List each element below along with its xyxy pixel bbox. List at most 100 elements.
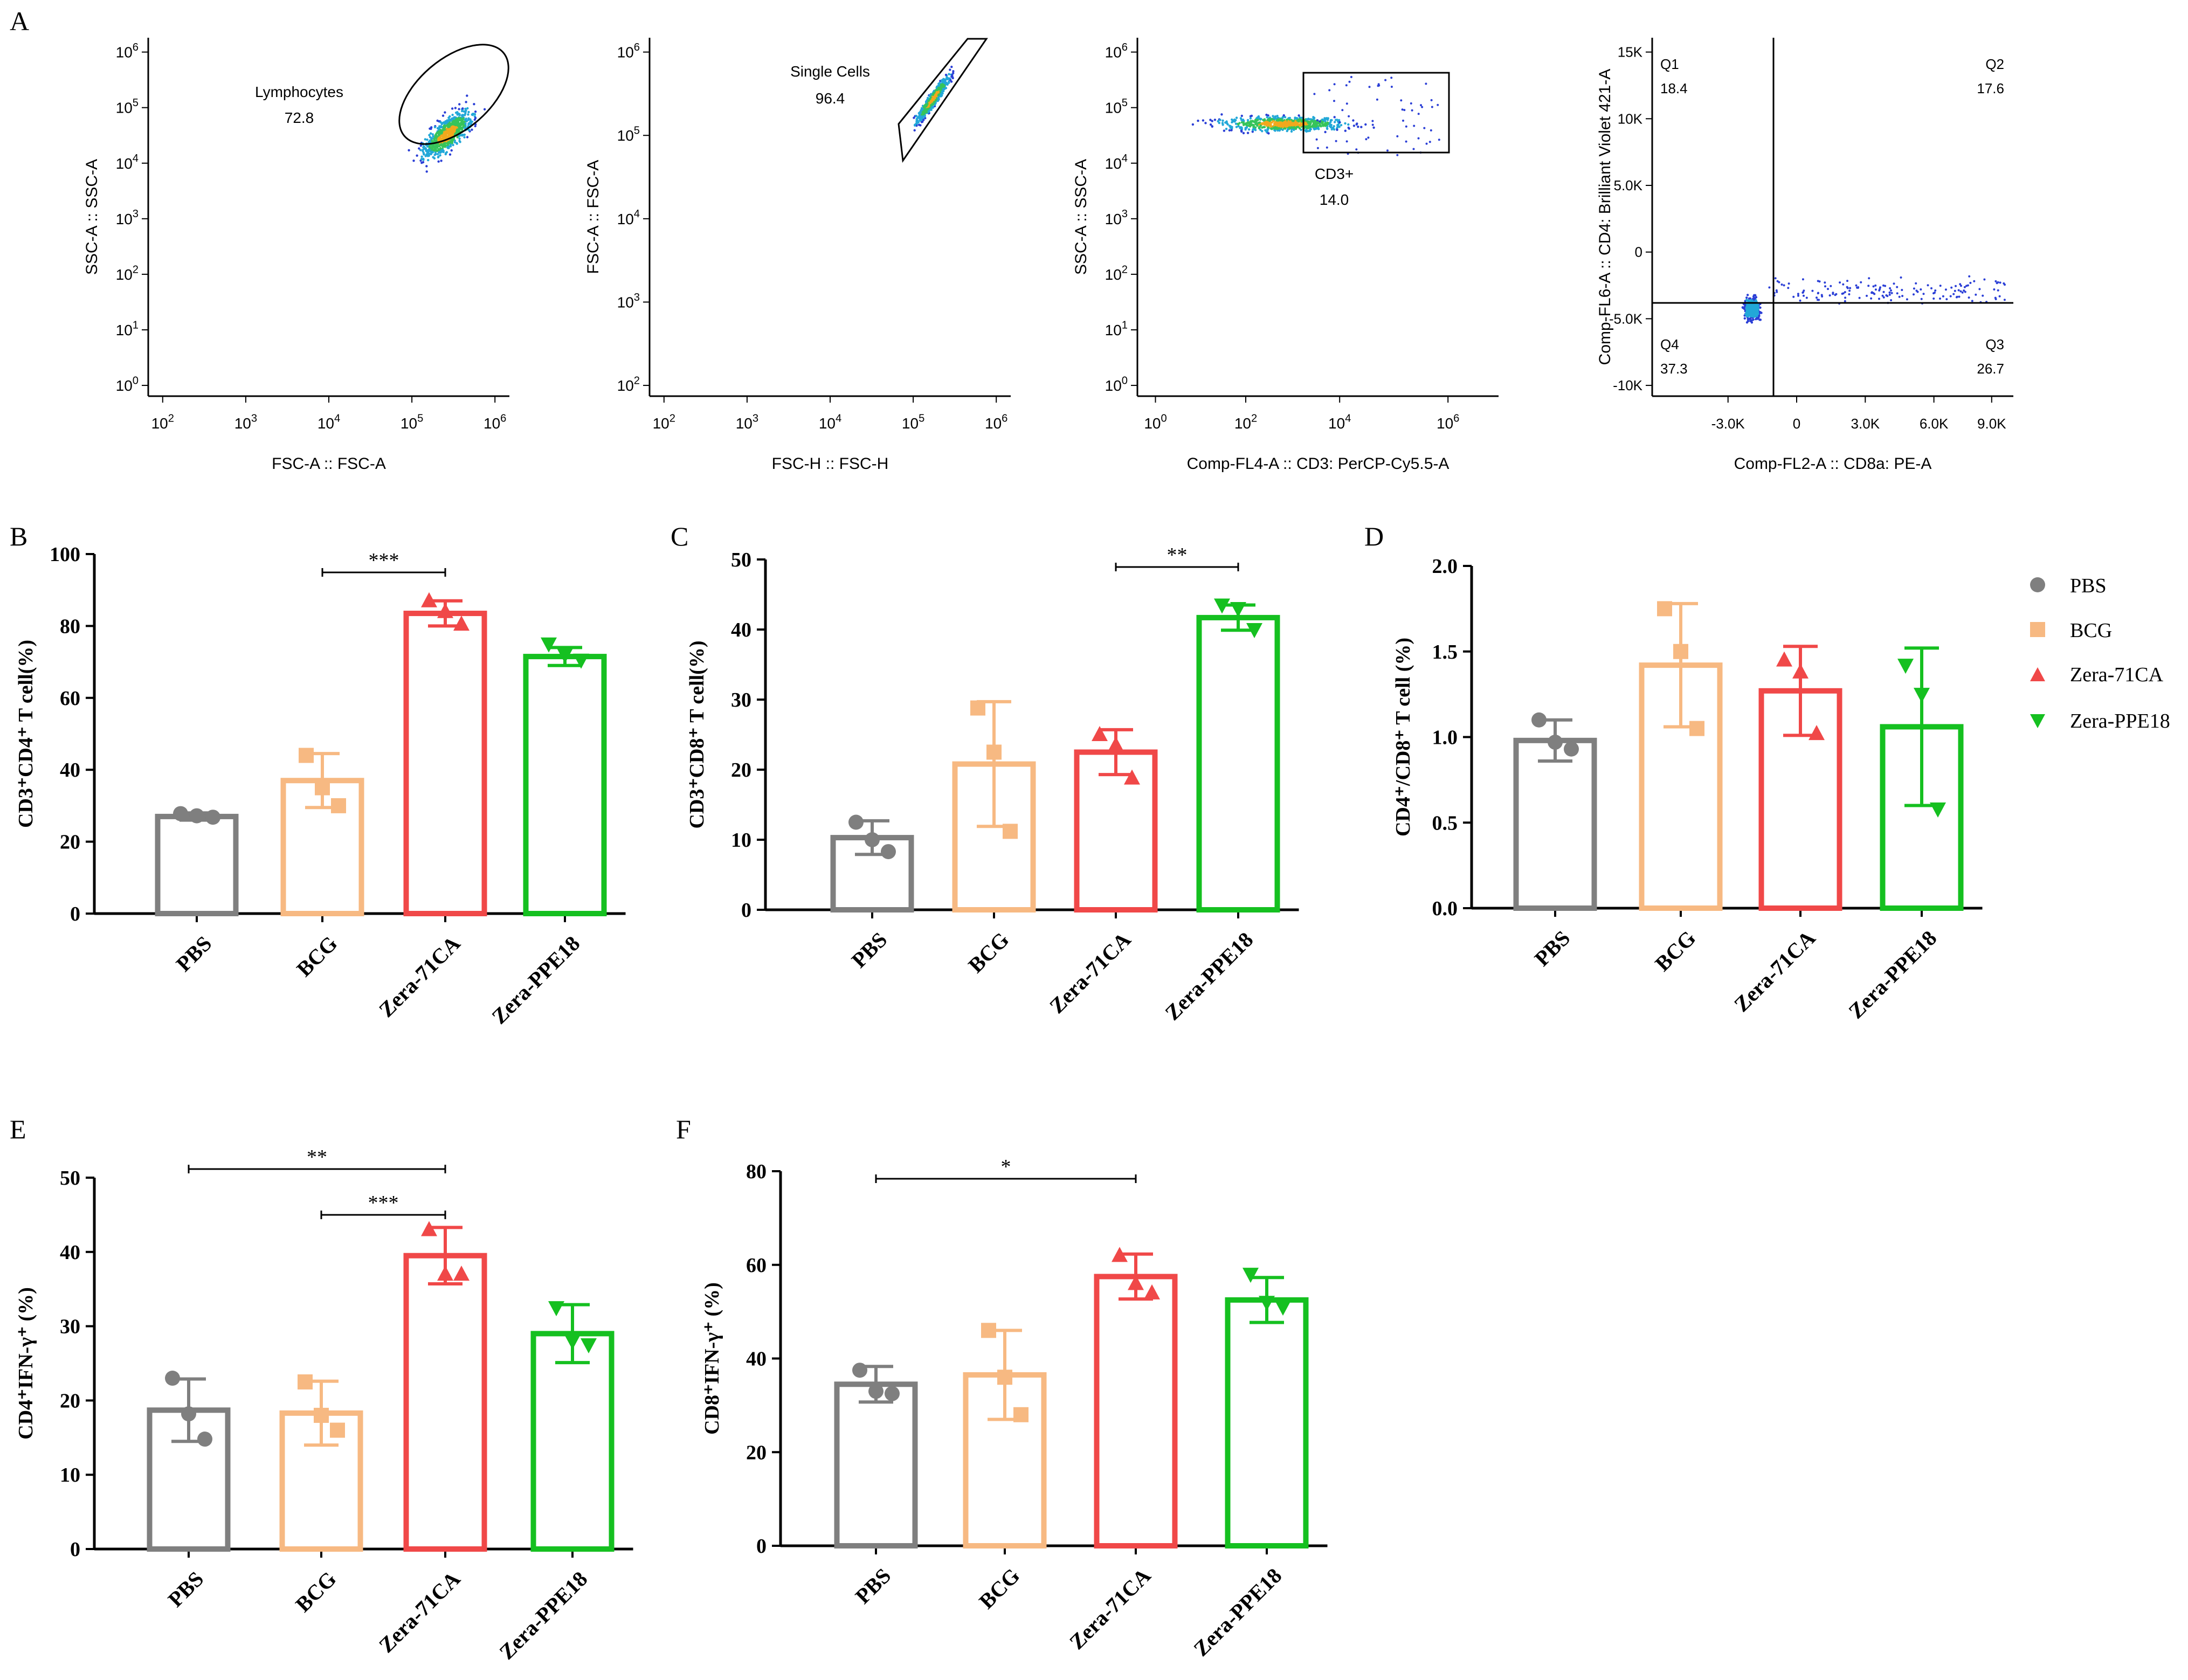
flow-y-tick-label: 106 — [617, 42, 640, 61]
x-tick-label-zera-71ca: Zera-71CA — [1045, 927, 1136, 1018]
point-zera-71ca — [1112, 1247, 1128, 1262]
flow-x-tick-label: 104 — [819, 412, 841, 432]
flow-x-tick-label: 9.0K — [1977, 416, 2006, 432]
flow-panel-a4: -3.0K 0 3.0K 6.0K 9.0K 15K 10K 5.0K 0 -5.0K -10K Co… — [1596, 38, 2013, 473]
flow-y-tick-label: -10K — [1613, 377, 1643, 393]
flow-x-tick-label: 100 — [1144, 412, 1167, 432]
panel-label-f: F — [676, 1114, 691, 1144]
point-bcg — [970, 700, 985, 716]
flow-x-tick-label: 103 — [736, 412, 758, 432]
x-tick-label-pbs: PBS — [171, 931, 217, 977]
x-tick-label-zera-ppe18: Zera-PPE18 — [1160, 928, 1258, 1025]
point-pbs — [868, 1384, 884, 1399]
y-tick-label: 20 — [60, 831, 80, 854]
flow-y-tick-label: 102 — [617, 375, 640, 394]
point-bcg — [1673, 644, 1688, 659]
point-bcg — [1657, 601, 1672, 617]
quadrant-value: 18.4 — [1660, 80, 1688, 96]
significance-label: ** — [1167, 544, 1188, 566]
y-axis-label: CD3⁺CD8⁺ T cell(%) — [686, 640, 708, 828]
cd4-cd8-events — [1741, 275, 2006, 324]
bar-pbs — [1513, 737, 1597, 911]
gate-value: 72.8 — [285, 109, 314, 126]
point-zera-ppe18 — [1214, 598, 1230, 614]
flow-y-tick-label: 104 — [1105, 153, 1128, 172]
y-tick-label: 30 — [60, 1316, 80, 1338]
bar-pbs — [834, 1381, 918, 1548]
flow-x-tick-label: 105 — [401, 412, 423, 432]
y-tick-label: 80 — [746, 1160, 767, 1183]
y-tick-label: 10 — [60, 1464, 80, 1487]
point-bcg — [298, 1374, 313, 1389]
flow-y-tick-label: 103 — [116, 208, 139, 227]
point-zera-71ca — [437, 1266, 453, 1281]
quadrant-name: Q1 — [1660, 56, 1679, 72]
quadrant-value: 17.6 — [1977, 80, 2004, 96]
flow-y-tick-label: 102 — [116, 264, 139, 283]
lymphocyte-gate — [398, 44, 509, 145]
point-zera-ppe18 — [1230, 602, 1246, 617]
point-zera-71ca — [453, 616, 470, 631]
significance-label: *** — [368, 1192, 399, 1214]
flow-panel-a3: 100 102 104 106 100 101 102 103 104 105 106 Comp-FL… — [1072, 38, 1499, 473]
y-tick-label: 40 — [60, 759, 80, 782]
point-zera-ppe18 — [573, 653, 589, 669]
y-tick-label: 2.0 — [1432, 555, 1458, 578]
point-zera-71ca — [1092, 726, 1108, 741]
point-zera-71ca — [421, 1221, 437, 1236]
point-zera-71ca — [437, 603, 453, 618]
flow-panel-a1: 102 103 104 105 106 100 101 102 103 104 105 106 FSC-… — [83, 38, 509, 473]
bar-chart-e: 0 10 20 30 40 50 CD4⁺IFN-γ⁺ (%) PBS BCG Zera-71CA… — [15, 1146, 633, 1664]
point-pbs — [165, 1371, 180, 1386]
point-bcg — [299, 748, 314, 763]
flow-x-tick-label: 102 — [151, 412, 174, 432]
y-tick-label: 80 — [60, 615, 80, 638]
point-zera-ppe18 — [564, 1335, 581, 1350]
quadrant-name: Q4 — [1660, 336, 1679, 352]
flow-x-tick-label: 3.0K — [1851, 416, 1880, 432]
flow-y-tick-label: -5.0K — [1609, 310, 1643, 327]
x-tick-label-zera-ppe18: Zera-PPE18 — [1844, 926, 1941, 1024]
point-bcg — [1689, 721, 1704, 736]
x-tick-label-zera-71ca: Zera-71CA — [374, 931, 465, 1022]
point-zera-71ca — [1144, 1284, 1160, 1299]
y-axis-label: CD8⁺IFN-γ⁺ (%) — [701, 1282, 723, 1435]
flow-y-tick-label: 101 — [1105, 319, 1128, 338]
x-tick-label-zera-ppe18: Zera-PPE18 — [494, 1567, 592, 1664]
y-tick-label: 0 — [70, 903, 80, 925]
point-bcg — [1013, 1407, 1029, 1422]
point-zera-ppe18 — [581, 1338, 597, 1354]
flow-y-label: Comp-FL6-A :: CD4: Brilliant Violet 421-… — [1596, 69, 1614, 365]
point-zera-ppe18 — [1246, 623, 1262, 638]
flow-x-tick-label: 105 — [902, 412, 924, 432]
y-tick-label: 1.5 — [1432, 641, 1458, 663]
point-zera-71ca — [1776, 651, 1792, 667]
y-tick-label: 60 — [60, 687, 80, 710]
x-tick-label-zera-ppe18: Zera-PPE18 — [487, 931, 584, 1029]
quadrant-value: 26.7 — [1977, 361, 2004, 377]
x-tick-label-zera-ppe18: Zera-PPE18 — [1189, 1564, 1286, 1661]
gate-label: Single Cells — [790, 63, 870, 80]
point-zera-71ca — [421, 592, 437, 607]
x-tick-label-bcg: BCG — [291, 1567, 341, 1617]
legend-item-zera-ppe18: Zera-PPE18 — [2030, 710, 2170, 732]
lymphocyte-events — [408, 94, 486, 173]
point-bcg — [1003, 824, 1018, 839]
point-zera-ppe18 — [1930, 802, 1946, 818]
point-zera-71ca — [1108, 736, 1124, 752]
point-zera-ppe18 — [548, 1301, 564, 1317]
point-pbs — [848, 814, 864, 830]
quadrant-value: 37.3 — [1660, 361, 1688, 377]
bar-chart-c: 0 10 20 30 40 50 CD3⁺CD8⁺ T cell(%) PBS BCG Zera-… — [686, 544, 1299, 1025]
quadrant-name: Q2 — [1985, 56, 2004, 72]
legend-label-zera-ppe18: Zera-PPE18 — [2070, 710, 2170, 732]
point-zera-71ca — [1128, 1275, 1144, 1290]
point-pbs — [852, 1363, 867, 1378]
point-pbs — [1564, 741, 1579, 757]
legend-marker-bcg — [2030, 622, 2045, 637]
y-tick-label: 40 — [746, 1348, 767, 1371]
bar-pbs — [155, 813, 239, 917]
x-tick-label-pbs: PBS — [163, 1567, 209, 1612]
flow-y-tick-label: 100 — [1105, 375, 1128, 394]
